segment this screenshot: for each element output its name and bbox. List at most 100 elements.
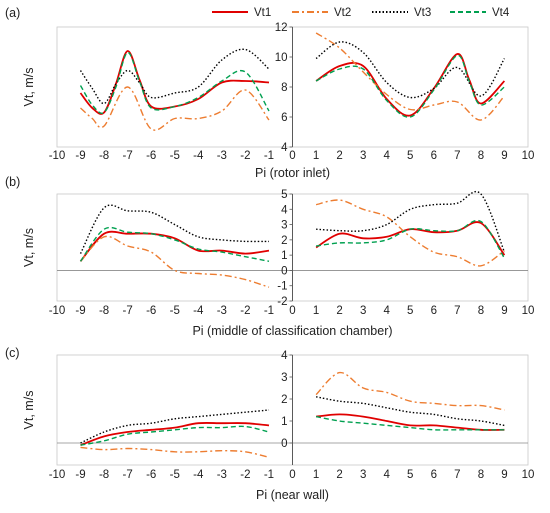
x-tick-label: 0 [289,150,295,162]
y-tick-label: 10 [275,52,288,64]
legend-label-vt2: Vt2 [334,7,351,19]
x-tick-label: -9 [75,150,85,162]
y-tick-label: 4 [281,204,288,216]
x-tick-label: 3 [360,469,366,481]
series-line-vt4-right [315,54,505,118]
series-line-vt4-left [79,226,270,262]
x-tick-label: 8 [478,150,484,162]
x-tick-label: 10 [522,150,535,162]
x-tick-label: 5 [407,305,413,317]
x-tick-label: 1 [313,305,319,317]
x-tick-label: -1 [264,150,274,162]
x-tick-label: 5 [407,469,413,481]
y-tick-label: 3 [281,372,287,384]
series-line-vt3-right [315,396,505,427]
panel-label: (a) [5,6,20,20]
x-tick-label: 9 [501,305,507,317]
x-axis-title: Pi (middle of classification chamber) [192,324,392,338]
x-tick-label: 9 [501,469,507,481]
series-line-vt1-right [316,413,505,431]
x-tick-label: 9 [501,150,507,162]
y-tick-label: 12 [275,22,288,34]
y-tick-label: 1 [281,250,287,262]
x-tick-label: -7 [123,305,133,317]
x-tick-label: -7 [123,469,133,481]
x-tick-label: -8 [99,305,109,317]
x-tick-label: 6 [431,469,437,481]
x-tick-label: -5 [170,150,180,162]
panel-label: (b) [5,175,20,189]
x-tick-label: 4 [383,305,390,317]
x-tick-label: 1 [313,469,319,481]
panel-label: (c) [5,346,20,360]
x-tick-label: -3 [217,150,227,162]
x-tick-label: -6 [146,469,156,481]
y-tick-label: 1 [281,416,287,428]
x-tick-label: 2 [336,150,342,162]
series-line-vt1-left [80,421,270,447]
x-axis-title: Pi (near wall) [256,488,329,502]
x-tick-label: -9 [75,469,85,481]
y-tick-label: 4 [281,142,288,154]
series-line-vt2-right [315,199,505,267]
x-tick-label: 0 [289,305,295,317]
x-tick-label: -5 [170,469,180,481]
x-tick-label: -8 [99,469,109,481]
series-line-vt2-right [315,371,505,411]
x-tick-label: -3 [217,305,227,317]
x-tick-label: 4 [383,150,390,162]
y-axis-title: Vt, m/s [22,391,36,430]
legend-label-vt4: Vt4 [492,7,510,19]
x-tick-label: 5 [407,150,413,162]
y-tick-label: 3 [281,220,287,232]
x-tick-label: -6 [146,305,156,317]
x-tick-label: -4 [193,150,204,162]
x-tick-label: -10 [49,469,66,481]
x-tick-label: 6 [431,305,437,317]
series-line-vt4-right [315,415,505,431]
legend: Vt1 Vt2 Vt3 Vt4 [212,7,510,19]
x-tick-label: -1 [264,305,274,317]
x-tick-label: -6 [146,150,156,162]
series-line-vt2-left [80,446,270,458]
x-axis-title: Pi (rotor inlet) [255,166,330,180]
y-tick-label: 0 [281,438,287,450]
x-tick-label: -10 [49,150,66,162]
series-line-vt3-left [80,409,270,444]
x-tick-label: 10 [522,305,535,317]
x-tick-label: 2 [336,469,342,481]
series-line-vt2-left [79,235,270,288]
series-line-vt1-right [315,53,506,117]
x-tick-label: -4 [193,469,204,481]
x-tick-label: -9 [75,305,85,317]
series-line-vt2-left [80,86,270,131]
x-tick-label: 7 [454,469,460,481]
x-tick-label: -2 [240,305,250,317]
x-tick-label: -1 [264,469,274,481]
x-tick-label: 7 [454,150,460,162]
x-tick-label: 8 [478,469,484,481]
series-line-vt1-left [79,230,270,262]
y-tick-label: -1 [277,281,287,293]
y-tick-label: 0 [281,265,287,277]
y-tick-label: 2 [281,394,287,406]
series-line-vt4-right [316,219,505,259]
x-tick-label: -2 [240,469,250,481]
x-tick-label: -8 [99,150,109,162]
y-tick-label: 4 [281,350,288,362]
x-tick-label: 4 [383,469,390,481]
x-tick-label: -3 [217,469,227,481]
x-tick-label: 8 [478,305,484,317]
series-line-vt3-left [79,48,270,105]
x-tick-label: -10 [49,305,66,317]
x-tick-label: -7 [123,150,133,162]
y-tick-label: -2 [277,296,287,308]
y-axis-title: Vt, m/s [22,68,36,107]
series-line-vt3-left [79,204,270,254]
series-line-vt1-left [79,50,270,115]
